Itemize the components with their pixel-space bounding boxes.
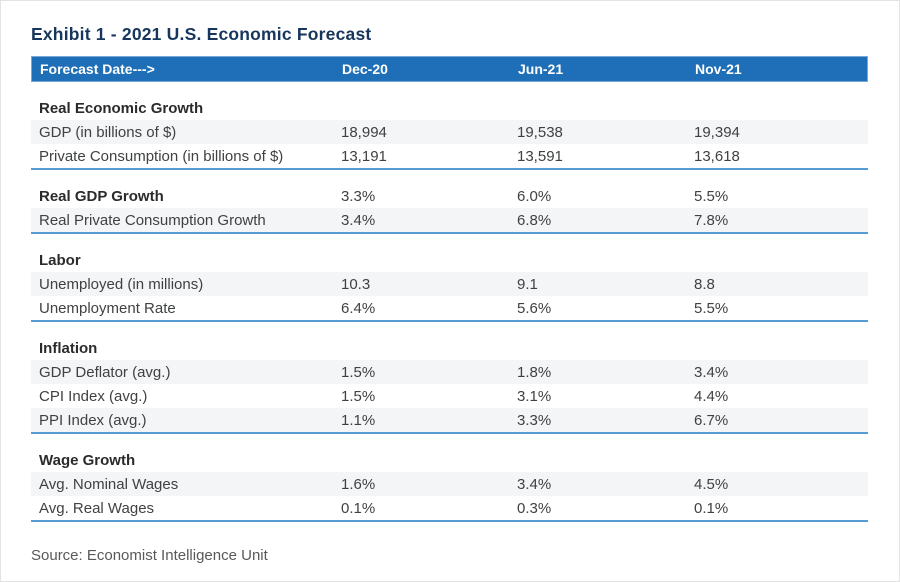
section-title-row: Real Economic Growth [31,96,868,120]
table-row: Private Consumption (in billions of $) 1… [31,144,868,168]
section-title-row: Labor [31,248,868,272]
section-inflation: Inflation GDP Deflator (avg.) 1.5% 1.8% … [31,336,868,434]
row-value-jun-21: 6.0% [517,187,552,205]
section-title-row: Real GDP Growth 3.3% 6.0% 5.5% [31,184,868,208]
table-header-col-dec-20: Dec-20 [342,61,388,77]
row-label: PPI Index (avg.) [39,411,147,429]
section-labor: Labor Unemployed (in millions) 10.3 9.1 … [31,248,868,322]
section-real-gdp-growth: Real GDP Growth 3.3% 6.0% 5.5% Real Priv… [31,184,868,234]
section-title: Real Economic Growth [39,99,204,117]
row-value-jun-21: 5.6% [517,299,552,317]
row-value-nov-21: 7.8% [694,211,729,229]
row-value-nov-21: 6.7% [694,411,729,429]
row-label: CPI Index (avg.) [39,387,148,405]
table-row: Unemployment Rate 6.4% 5.6% 5.5% [31,296,868,320]
row-value-nov-21: 4.4% [694,387,729,405]
row-value-dec-20: 3.4% [341,211,376,229]
forecast-table: Forecast Date---> Dec-20 Jun-21 Nov-21 R… [31,56,868,522]
table-row: Avg. Real Wages 0.1% 0.3% 0.1% [31,496,868,520]
row-label: Private Consumption (in billions of $) [39,147,284,165]
section-title-row: Inflation [31,336,868,360]
row-value-dec-20: 13,191 [341,147,387,165]
page-title: Exhibit 1 - 2021 U.S. Economic Forecast [31,24,372,44]
row-value-nov-21: 4.5% [694,475,729,493]
row-value-nov-21: 13,618 [694,147,740,165]
row-value-dec-20: 1.5% [341,363,376,381]
table-row: CPI Index (avg.) 1.5% 3.1% 4.4% [31,384,868,408]
row-value-dec-20: 1.5% [341,387,376,405]
row-value-jun-21: 13,591 [517,147,563,165]
table-row: Real Private Consumption Growth 3.4% 6.8… [31,208,868,232]
section-real-economic-growth: Real Economic Growth GDP (in billions of… [31,96,868,170]
row-value-jun-21: 1.8% [517,363,552,381]
row-value-dec-20: 6.4% [341,299,376,317]
section-title: Labor [39,251,81,269]
row-value-nov-21: 0.1% [694,499,729,517]
row-value-dec-20: 1.1% [341,411,376,429]
table-row: PPI Index (avg.) 1.1% 3.3% 6.7% [31,408,868,432]
table-row: GDP (in billions of $) 18,994 19,538 19,… [31,120,868,144]
row-label: GDP Deflator (avg.) [39,363,171,381]
row-label: Unemployed (in millions) [39,275,204,293]
row-value-nov-21: 5.5% [694,187,729,205]
table-header-col-nov-21: Nov-21 [695,61,742,77]
row-label: Avg. Nominal Wages [39,475,179,493]
row-value-nov-21: 5.5% [694,299,729,317]
row-value-jun-21: 3.4% [517,475,552,493]
row-label: GDP (in billions of $) [39,123,177,141]
exhibit-container: Exhibit 1 - 2021 U.S. Economic Forecast … [1,1,899,564]
table-header-row: Forecast Date---> Dec-20 Jun-21 Nov-21 [31,56,868,82]
row-value-jun-21: 19,538 [517,123,563,141]
section-wage-growth: Wage Growth Avg. Nominal Wages 1.6% 3.4%… [31,448,868,522]
row-label: Unemployment Rate [39,299,176,317]
row-value-jun-21: 9.1 [517,275,538,293]
table-header-label: Forecast Date---> [40,61,155,77]
row-value-nov-21: 3.4% [694,363,729,381]
row-value-jun-21: 6.8% [517,211,552,229]
row-value-jun-21: 3.1% [517,387,552,405]
row-value-dec-20: 10.3 [341,275,371,293]
table-row: GDP Deflator (avg.) 1.5% 1.8% 3.4% [31,360,868,384]
row-value-dec-20: 1.6% [341,475,376,493]
table-header-col-jun-21: Jun-21 [518,61,564,77]
table-row: Avg. Nominal Wages 1.6% 3.4% 4.5% [31,472,868,496]
row-value-nov-21: 8.8 [694,275,715,293]
row-value-jun-21: 0.3% [517,499,552,517]
section-title: Inflation [39,339,98,357]
row-label: Avg. Real Wages [39,499,155,517]
source-note: Source: Economist Intelligence Unit [31,547,268,564]
section-title-row: Wage Growth [31,448,868,472]
row-value-dec-20: 18,994 [341,123,387,141]
row-value-jun-21: 3.3% [517,411,552,429]
section-title: Real GDP Growth [39,187,164,205]
row-value-dec-20: 3.3% [341,187,376,205]
table-row: Unemployed (in millions) 10.3 9.1 8.8 [31,272,868,296]
section-title: Wage Growth [39,451,136,469]
row-value-dec-20: 0.1% [341,499,376,517]
row-value-nov-21: 19,394 [694,123,740,141]
row-label: Real Private Consumption Growth [39,211,266,229]
